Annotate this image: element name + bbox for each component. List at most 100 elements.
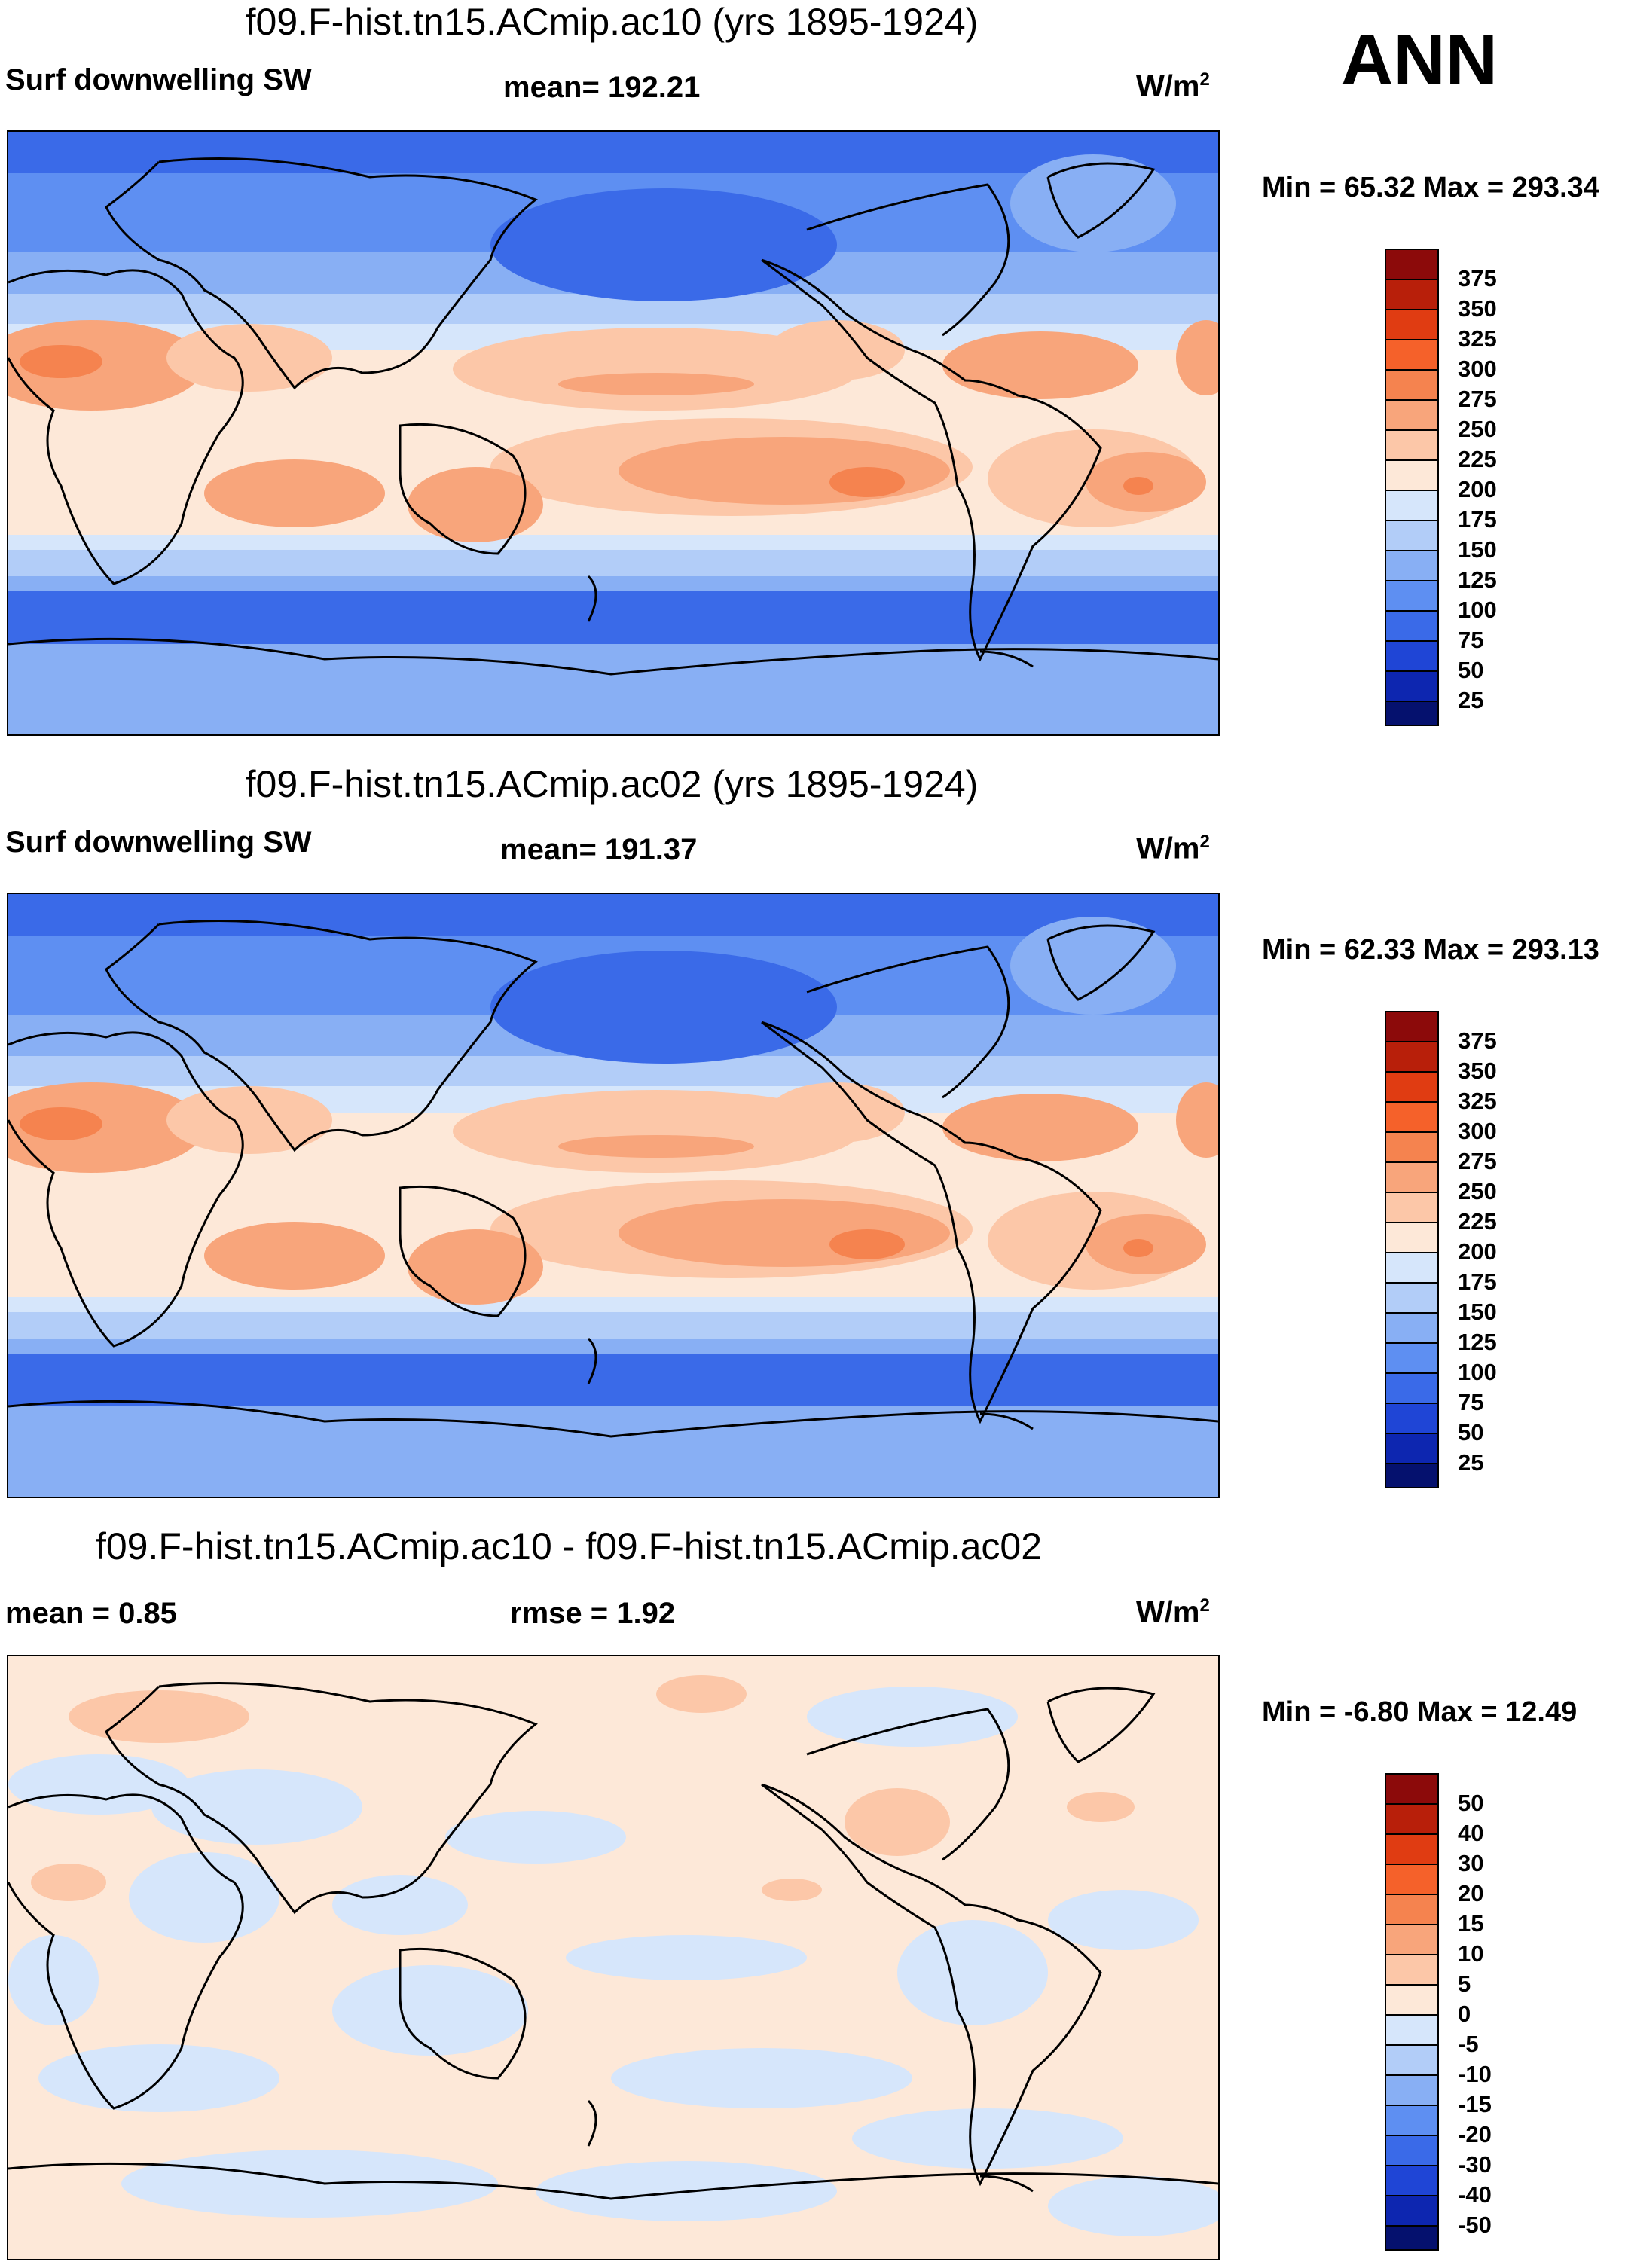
panel2-colorbar-box bbox=[1386, 1133, 1437, 1163]
season-label: ANN bbox=[1341, 20, 1498, 100]
panel2-colorbar-box bbox=[1386, 1464, 1437, 1487]
panel2-variable-label: Surf downwelling SW bbox=[5, 826, 312, 859]
panel1-colorbar-label: 175 bbox=[1458, 506, 1497, 533]
panel2-colorbar-box bbox=[1386, 1284, 1437, 1314]
panel1-colorbar-box bbox=[1386, 310, 1437, 340]
panel2-colorbar-label: 175 bbox=[1458, 1268, 1497, 1295]
panel2-colorbar-label: 50 bbox=[1458, 1419, 1484, 1445]
panel2-colorbar-label: 300 bbox=[1458, 1118, 1497, 1144]
panel1-colorbar-label: 125 bbox=[1458, 566, 1497, 593]
panel2-colorbar-label: 250 bbox=[1458, 1178, 1497, 1204]
panel1-colorbar-label: 150 bbox=[1458, 536, 1497, 563]
panel2-colorbar-box bbox=[1386, 1434, 1437, 1464]
panel2-map-svg bbox=[8, 894, 1218, 1497]
panel3-mean-label: mean = 0.85 bbox=[5, 1597, 177, 1630]
panel1-colorbar-label: 25 bbox=[1458, 687, 1484, 713]
panel1-map-svg bbox=[8, 132, 1218, 734]
panel1-colorbar-label: 250 bbox=[1458, 416, 1497, 442]
panel1-units: W/m2 bbox=[1136, 69, 1210, 103]
panel1-mean-label: mean= 192.21 bbox=[503, 71, 701, 104]
panel3-colorbar-box bbox=[1386, 2227, 1437, 2249]
panel1-colorbar-box bbox=[1386, 521, 1437, 551]
panel2-colorbar-label: 225 bbox=[1458, 1208, 1497, 1235]
panel2-colorbar-label: 350 bbox=[1458, 1058, 1497, 1084]
panel3-colorbar-box bbox=[1386, 2046, 1437, 2076]
panel1-colorbar-box bbox=[1386, 491, 1437, 521]
panel3-colorbar-label: -10 bbox=[1458, 2061, 1492, 2087]
panel2-colorbar-label: 275 bbox=[1458, 1148, 1497, 1174]
panel1-colorbar-label: 325 bbox=[1458, 325, 1497, 352]
panel3-colorbar-box bbox=[1386, 2076, 1437, 2106]
panel3-rmse-label: rmse = 1.92 bbox=[510, 1597, 676, 1630]
panel1-variable-label: Surf downwelling SW bbox=[5, 63, 312, 96]
panel3-colorbar-box bbox=[1386, 2196, 1437, 2227]
panel1-colorbar-label: 225 bbox=[1458, 446, 1497, 472]
panel3-colorbar-label: 40 bbox=[1458, 1820, 1484, 1846]
panel1-colorbar-box bbox=[1386, 401, 1437, 431]
panel2-units: W/m2 bbox=[1136, 832, 1210, 865]
panel2-colorbar bbox=[1385, 1011, 1439, 1488]
panel2-colorbar-box bbox=[1386, 1042, 1437, 1073]
panel2-colorbar-box bbox=[1386, 1253, 1437, 1284]
panel1-colorbar-label: 100 bbox=[1458, 597, 1497, 623]
panel2-colorbar-label: 375 bbox=[1458, 1027, 1497, 1054]
panel3-colorbar-label: -20 bbox=[1458, 2121, 1492, 2147]
panel3-colorbar-box bbox=[1386, 1805, 1437, 1835]
panel3-colorbar-box bbox=[1386, 1986, 1437, 2016]
panel2-colorbar-box bbox=[1386, 1193, 1437, 1223]
panel3-colorbar-label: 5 bbox=[1458, 1970, 1471, 1997]
panel1-colorbar-box bbox=[1386, 642, 1437, 672]
panel1-colorbar-label: 50 bbox=[1458, 657, 1484, 683]
panel1-map bbox=[7, 130, 1220, 736]
panel1-colorbar-box bbox=[1386, 551, 1437, 581]
panel3-colorbar-label: 30 bbox=[1458, 1850, 1484, 1876]
panel3-map-svg bbox=[8, 1656, 1218, 2259]
panel1-colorbar-box bbox=[1386, 250, 1437, 280]
panel3-colorbar-box bbox=[1386, 1835, 1437, 1865]
panel3-units: W/m2 bbox=[1136, 1595, 1210, 1629]
panel3-colorbar-label: 50 bbox=[1458, 1790, 1484, 1816]
panel2-minmax: Min = 62.33 Max = 293.13 bbox=[1262, 934, 1599, 966]
panel1-colorbar-label: 200 bbox=[1458, 476, 1497, 502]
panel2-colorbar-box bbox=[1386, 1314, 1437, 1344]
panel3-colorbar-label: 10 bbox=[1458, 1940, 1484, 1967]
panel3-colorbar-label: 0 bbox=[1458, 2001, 1471, 2027]
panel3-colorbar-label: -15 bbox=[1458, 2091, 1492, 2117]
panel2-colorbar-box bbox=[1386, 1404, 1437, 1434]
panel1-colorbar-box bbox=[1386, 340, 1437, 371]
panel1-colorbar-label: 375 bbox=[1458, 265, 1497, 292]
panel1-colorbar bbox=[1385, 249, 1439, 726]
panel2-colorbar-label: 100 bbox=[1458, 1359, 1497, 1385]
panel3-colorbar-label: -30 bbox=[1458, 2151, 1492, 2178]
panel2-mean-label: mean= 191.37 bbox=[500, 833, 698, 866]
panel3-minmax: Min = -6.80 Max = 12.49 bbox=[1262, 1696, 1578, 1728]
panel1-colorbar-box bbox=[1386, 581, 1437, 612]
panel3-colorbar-box bbox=[1386, 1955, 1437, 1986]
panel3-colorbar-box bbox=[1386, 2016, 1437, 2046]
panel1-colorbar-label: 300 bbox=[1458, 356, 1497, 382]
panel1-colorbar-box bbox=[1386, 280, 1437, 310]
panel2-colorbar-box bbox=[1386, 1103, 1437, 1133]
panel3-colorbar-box bbox=[1386, 1865, 1437, 1895]
panel3-colorbar-label: -50 bbox=[1458, 2212, 1492, 2238]
panel2-colorbar-label: 25 bbox=[1458, 1449, 1484, 1476]
panel3-colorbar-label: -40 bbox=[1458, 2181, 1492, 2208]
panel3-colorbar bbox=[1385, 1773, 1439, 2251]
panel1-minmax: Min = 65.32 Max = 293.34 bbox=[1262, 172, 1599, 203]
panel3-map bbox=[7, 1655, 1220, 2260]
panel3-colorbar-label: 15 bbox=[1458, 1910, 1484, 1937]
panel1-colorbar-box bbox=[1386, 371, 1437, 401]
panel1-colorbar-box bbox=[1386, 461, 1437, 491]
panel1-colorbar-box bbox=[1386, 431, 1437, 461]
panel2-colorbar-label: 200 bbox=[1458, 1238, 1497, 1265]
panel3-colorbar-box bbox=[1386, 2166, 1437, 2196]
panel2-map bbox=[7, 893, 1220, 1498]
panel3-colorbar-box bbox=[1386, 2136, 1437, 2166]
panel2-colorbar-box bbox=[1386, 1344, 1437, 1374]
panel2-colorbar-label: 325 bbox=[1458, 1088, 1497, 1114]
panel2-colorbar-box bbox=[1386, 1374, 1437, 1404]
panel2-colorbar-box bbox=[1386, 1073, 1437, 1103]
panel1-colorbar-box bbox=[1386, 702, 1437, 725]
panel1-colorbar-label: 75 bbox=[1458, 627, 1484, 653]
panel3-colorbar-label: 20 bbox=[1458, 1880, 1484, 1906]
